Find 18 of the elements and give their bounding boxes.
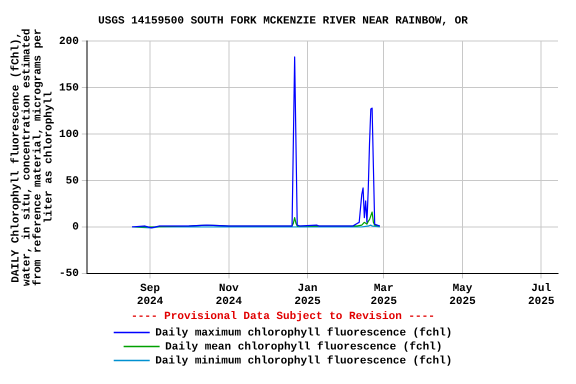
y-tick-label: 100 bbox=[58, 128, 79, 141]
legend-label: Daily minimum chlorophyll fluorescence (fchl) bbox=[155, 354, 452, 368]
y-axis-title: DAILY Chlorophyll fluorescence (fChl), water, in situ, concentration estimated from reference material, micrograms per liter as chlorophyll bbox=[9, 28, 56, 286]
legend-label: Daily maximum chlorophyll fluorescence (fchl) bbox=[155, 326, 452, 340]
x-tick-label: Jan 2025 bbox=[294, 282, 322, 308]
legend-label: Daily mean chlorophyll fluorescence (fchl) bbox=[165, 340, 442, 354]
x-tick-label: Nov 2024 bbox=[216, 282, 242, 308]
y-tick-label: 200 bbox=[58, 36, 79, 48]
x-tick-label: Jul 2025 bbox=[528, 282, 555, 308]
y-tick-label: 50 bbox=[66, 175, 79, 188]
x-tick-label: Sep 2024 bbox=[136, 282, 164, 308]
y-tick-label: -50 bbox=[58, 268, 79, 280]
x-tick-label: May 2025 bbox=[449, 282, 476, 308]
x-tick-label: Mar 2025 bbox=[370, 282, 398, 308]
y-tick-label: 0 bbox=[72, 222, 79, 234]
chart-title: USGS 14159500 SOUTH FORK MCKENZIE RIVER NEAR RAINBOW, OR bbox=[98, 15, 468, 28]
text: ---- Provisional Data Subject to Revision ---- bbox=[131, 311, 435, 324]
y-tick-label: 150 bbox=[58, 82, 79, 94]
